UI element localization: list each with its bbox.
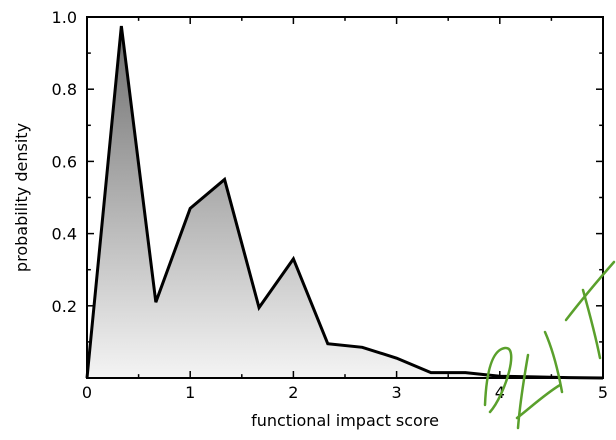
x-tick-label: 4 xyxy=(495,383,505,402)
x-axis-label: functional impact score xyxy=(251,411,439,430)
y-tick-label: 0.2 xyxy=(52,297,77,316)
x-tick-label: 3 xyxy=(392,383,402,402)
plot-area xyxy=(85,25,604,380)
y-tick-label: 0.8 xyxy=(52,80,77,99)
series-0-area xyxy=(87,26,603,379)
scribble-stroke-4 xyxy=(543,330,564,394)
scribble-stroke-5 xyxy=(564,260,616,322)
y-tick-label: 1.0 xyxy=(52,8,77,27)
series-0-line xyxy=(85,25,604,380)
x-tick-label: 1 xyxy=(185,383,195,402)
scribble-stroke-3 xyxy=(515,383,562,420)
y-axis-label: probability density xyxy=(12,123,31,272)
x-tick-label: 2 xyxy=(288,383,298,402)
y-tick-label: 0.6 xyxy=(52,152,77,171)
handwritten-scribble xyxy=(483,260,616,430)
axis-ticks xyxy=(86,16,604,379)
axis-tick-labels: 0 1 2 3 4 5 0.2 0.4 0.6 0.8 1.0 xyxy=(52,8,609,402)
y-tick-label: 0.4 xyxy=(52,225,77,244)
scribble-stroke-2 xyxy=(516,353,530,430)
scribble-stroke-1 xyxy=(483,346,513,414)
scribble-stroke-6 xyxy=(581,288,602,360)
x-tick-label: 5 xyxy=(598,383,608,402)
x-tick-label: 0 xyxy=(82,383,92,402)
